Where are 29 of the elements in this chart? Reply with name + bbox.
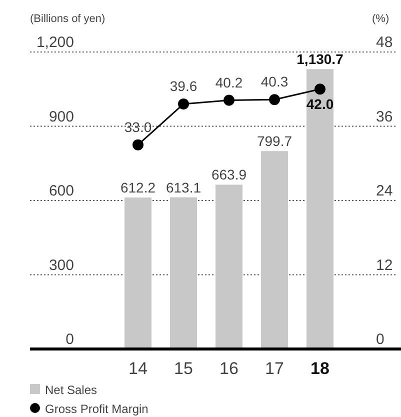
x-tick-label: 16 <box>220 359 238 378</box>
y2-tick-label: 36 <box>376 108 393 126</box>
data-label: 799.7 <box>256 133 292 150</box>
data-label: 40.3 <box>260 74 288 90</box>
data-label: 612.2 <box>120 179 156 196</box>
y2-tick-label: 0 <box>376 331 384 348</box>
y-tick-label: 600 <box>48 182 74 200</box>
legend-label: Net Sales <box>45 383 98 397</box>
data-label: 33.0 <box>124 118 152 135</box>
y2-axis-title: (%) <box>372 13 390 25</box>
data-label: 39.6 <box>170 78 198 94</box>
data-label: 42.0 <box>306 96 334 112</box>
x-tick-label: 14 <box>128 359 148 378</box>
y-tick-label: 0 <box>66 331 74 348</box>
y2-tick-label: 12 <box>376 256 393 274</box>
x-tick-label: 18 <box>310 359 330 378</box>
y2-tick-label: 48 <box>376 34 393 51</box>
data-label: 613.1 <box>166 179 202 196</box>
y2-tick-label: 24 <box>376 182 393 200</box>
y-tick-label: 900 <box>48 108 74 126</box>
y-tick-label: 300 <box>48 256 74 274</box>
data-label: 1,130.7 <box>296 51 344 68</box>
y-axis-title: (Billions of yen) <box>30 13 106 25</box>
x-tick-label: 15 <box>174 359 193 378</box>
x-tick-label: 17 <box>265 359 284 378</box>
data-label: 40.2 <box>215 74 243 90</box>
legend-label: Gross Profit Margin <box>45 402 148 416</box>
y-tick-label: 1,200 <box>36 34 74 51</box>
data-label: 663.9 <box>211 166 247 183</box>
